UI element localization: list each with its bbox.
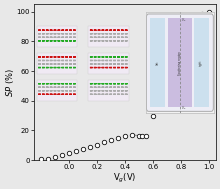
Bar xyxy=(88,26,129,47)
Bar xyxy=(37,26,77,47)
Y-axis label: $SP$ (%): $SP$ (%) xyxy=(4,68,16,97)
X-axis label: V$_g$(V): V$_g$(V) xyxy=(113,172,136,185)
Bar xyxy=(88,53,129,74)
Bar xyxy=(37,80,77,101)
Bar xyxy=(88,80,129,101)
Bar xyxy=(37,53,77,74)
